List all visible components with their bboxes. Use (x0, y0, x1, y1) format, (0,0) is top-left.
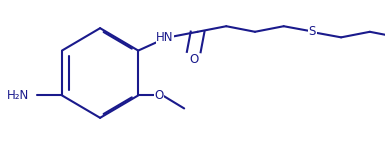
Text: O: O (189, 53, 198, 66)
Text: S: S (309, 25, 316, 38)
Text: H₂N: H₂N (7, 89, 29, 102)
Text: O: O (155, 89, 164, 102)
Text: HN: HN (156, 31, 174, 44)
